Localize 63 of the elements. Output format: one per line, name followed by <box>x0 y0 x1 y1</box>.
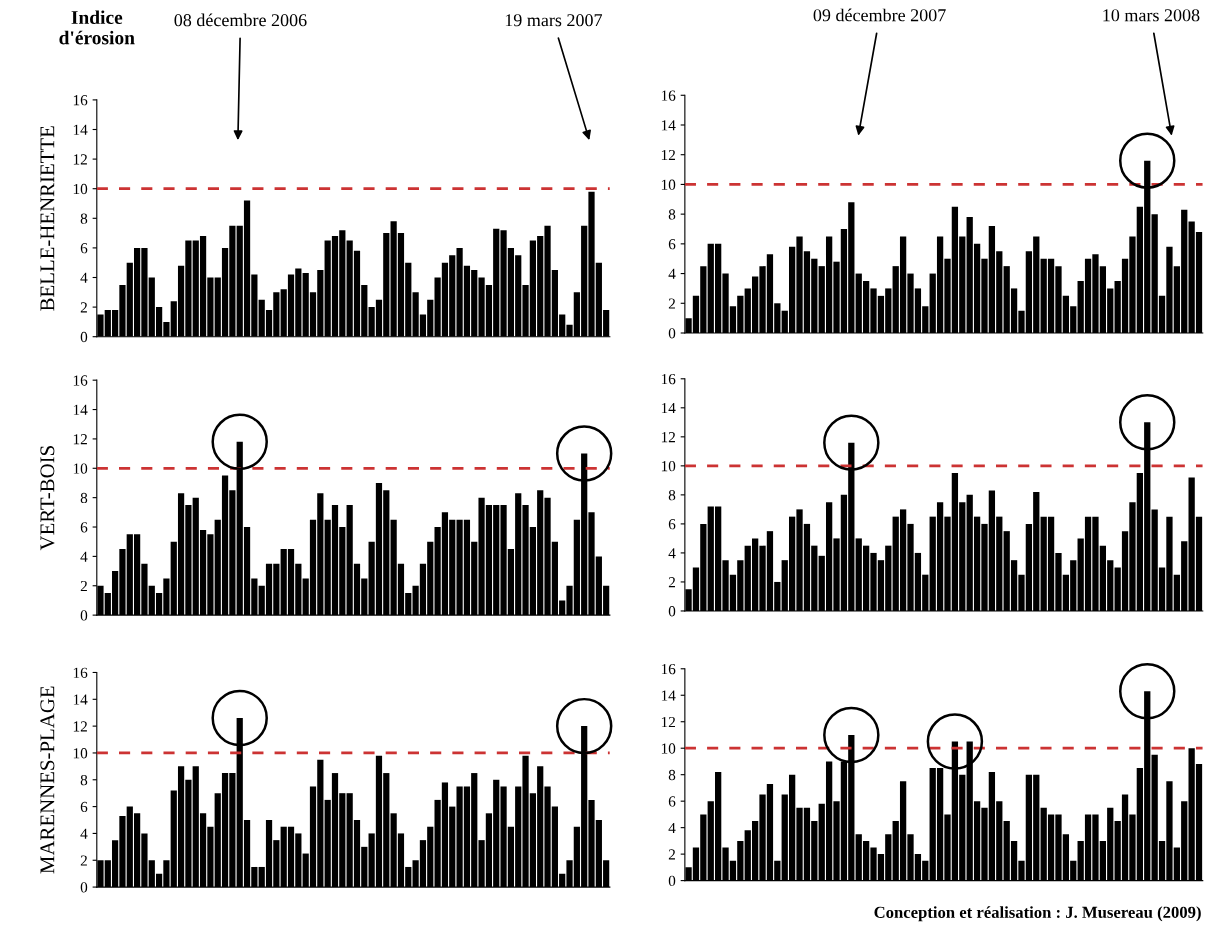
y-tick-label: 10 <box>73 463 88 474</box>
y-tick-label: 0 <box>80 882 88 893</box>
y-tick-label: 4 <box>668 268 676 279</box>
chart-title: Indice d'érosion <box>59 10 135 45</box>
y-tick-label: 10 <box>73 748 88 759</box>
y-tick-label: 10 <box>73 183 88 195</box>
text: 19 mars 2007 <box>505 14 603 27</box>
y-tick-label: 6 <box>668 796 676 807</box>
y-axis-title: VERT-BOIS <box>40 446 55 551</box>
y-tick-label: 12 <box>661 432 675 443</box>
y-tick-label: 4 <box>80 551 88 562</box>
y-tick-label: 12 <box>661 149 675 161</box>
y-tick-label: 14 <box>73 124 88 135</box>
y-tick-label: 0 <box>80 610 88 621</box>
y-tick-label: 10 <box>661 743 676 754</box>
text: Conception et réalisation : J. Musereau (2009) <box>874 906 1201 922</box>
y-tick-label: 12 <box>73 434 87 445</box>
y-tick-label: 4 <box>668 822 676 833</box>
y-tick-label: 8 <box>80 492 88 504</box>
y-tick-label: 16 <box>661 373 676 385</box>
text: 10 mars 2008 <box>1103 9 1200 22</box>
y-tick-label: 0 <box>668 875 676 887</box>
y-tick-label: 6 <box>80 522 88 533</box>
y-tick-label: 14 <box>661 403 676 414</box>
y-tick-label: 4 <box>668 548 676 559</box>
y-tick-label: 16 <box>661 663 676 675</box>
y-tick-label: 8 <box>80 213 88 224</box>
text: 09 décembre 2007 <box>813 8 946 22</box>
y-tick-label: 8 <box>668 209 676 220</box>
y-tick-label: 6 <box>80 801 88 813</box>
y-tick-label: 2 <box>80 302 87 313</box>
y-axis-title: MARENNES-PLAGE <box>40 686 55 874</box>
y-tick-label: 2 <box>668 577 675 588</box>
y-tick-label: 14 <box>73 694 88 705</box>
y-tick-label: 14 <box>661 120 676 131</box>
y-tick-label: 10 <box>661 179 676 190</box>
y-tick-label: 12 <box>73 721 87 732</box>
y-tick-label: 0 <box>80 331 88 343</box>
y-tick-label: 2 <box>668 298 675 309</box>
y-tick-label: 16 <box>73 95 88 106</box>
y-tick-label: 4 <box>80 828 88 839</box>
y-tick-label: 6 <box>668 239 676 250</box>
y-tick-label: 16 <box>73 667 88 678</box>
y-tick-label: 16 <box>661 90 676 101</box>
y-tick-label: 8 <box>668 769 676 781</box>
y-tick-label: 2 <box>80 855 87 866</box>
y-tick-label: 14 <box>73 404 88 415</box>
y-tick-label: 2 <box>668 849 675 860</box>
y-tick-label: 10 <box>661 460 676 472</box>
y-tick-label: 12 <box>73 154 87 165</box>
y-tick-label: 4 <box>80 272 88 283</box>
y-tick-label: 14 <box>661 690 676 701</box>
y-tick-label: 8 <box>80 774 88 786</box>
text: 08 décembre 2006 <box>174 13 307 27</box>
y-axis-title: BELLE-HENRIETTE <box>40 126 55 311</box>
y-tick-label: 2 <box>80 580 87 592</box>
y-tick-label: 0 <box>668 328 676 339</box>
y-tick-label: 0 <box>668 606 676 617</box>
y-tick-label: 16 <box>73 375 88 386</box>
y-tick-label: 6 <box>80 243 88 254</box>
y-tick-label: 12 <box>661 716 675 728</box>
y-tick-label: 6 <box>668 519 676 530</box>
y-tick-label: 8 <box>668 490 676 501</box>
